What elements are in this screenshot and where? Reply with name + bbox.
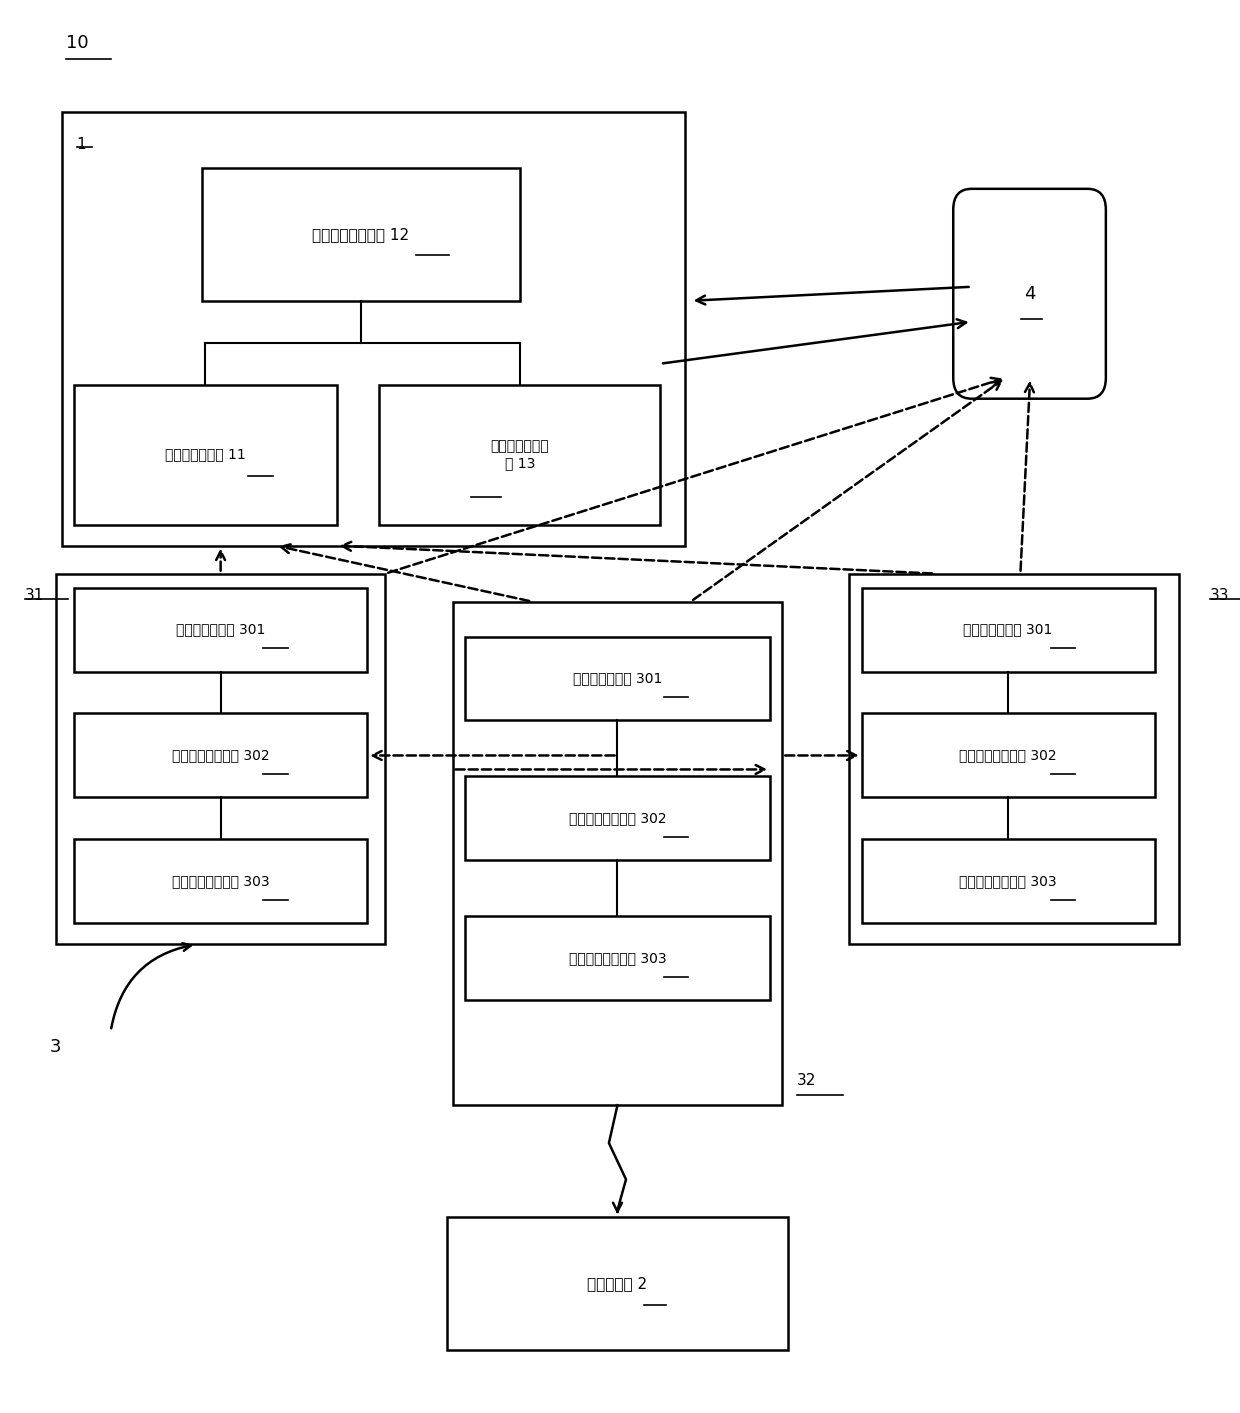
- Text: 10: 10: [66, 34, 88, 52]
- Bar: [62, 112, 684, 545]
- Text: 第二无线通讯模块 303: 第二无线通讯模块 303: [172, 875, 269, 889]
- Text: 第二应用处理模块 302: 第二应用处理模块 302: [172, 749, 269, 763]
- FancyBboxPatch shape: [954, 189, 1106, 398]
- Text: 第二应用处理模块 302: 第二应用处理模块 302: [569, 811, 666, 825]
- Text: 物联网感测模块 301: 物联网感测模块 301: [573, 671, 662, 685]
- Text: 小车充电站 2: 小车充电站 2: [588, 1276, 647, 1291]
- Bar: [862, 839, 1154, 923]
- Text: 33: 33: [1210, 588, 1229, 602]
- Text: 3: 3: [50, 1039, 61, 1057]
- Bar: [465, 636, 770, 721]
- Text: 第二无线通讯模块 303: 第二无线通讯模块 303: [960, 875, 1056, 889]
- Text: 第二应用处理模块 302: 第二应用处理模块 302: [960, 749, 1056, 763]
- Bar: [202, 168, 520, 301]
- Bar: [446, 1217, 789, 1349]
- Bar: [862, 714, 1154, 797]
- Bar: [74, 714, 367, 797]
- Text: 1: 1: [77, 137, 86, 153]
- Bar: [849, 574, 1179, 944]
- Text: 第一无线通讯模
块 13: 第一无线通讯模 块 13: [491, 439, 549, 469]
- FancyArrowPatch shape: [112, 942, 191, 1029]
- Bar: [453, 602, 782, 1105]
- Text: 32: 32: [797, 1074, 816, 1088]
- Text: 第二无线通讯模块 303: 第二无线通讯模块 303: [569, 951, 666, 965]
- Text: 互联网通讯模块 11: 互联网通讯模块 11: [165, 448, 246, 462]
- Text: 物联网感测模块 301: 物联网感测模块 301: [176, 623, 265, 636]
- Text: 4: 4: [1024, 285, 1035, 302]
- Text: 31: 31: [25, 588, 45, 602]
- Bar: [379, 384, 660, 524]
- Bar: [74, 384, 336, 524]
- Bar: [56, 574, 386, 944]
- Text: 第一应用处理模块 12: 第一应用处理模块 12: [312, 227, 409, 242]
- Bar: [465, 917, 770, 1000]
- Bar: [862, 588, 1154, 671]
- Text: 物联网感测模块 301: 物联网感测模块 301: [963, 623, 1053, 636]
- Bar: [74, 839, 367, 923]
- Bar: [74, 588, 367, 671]
- Bar: [465, 777, 770, 861]
